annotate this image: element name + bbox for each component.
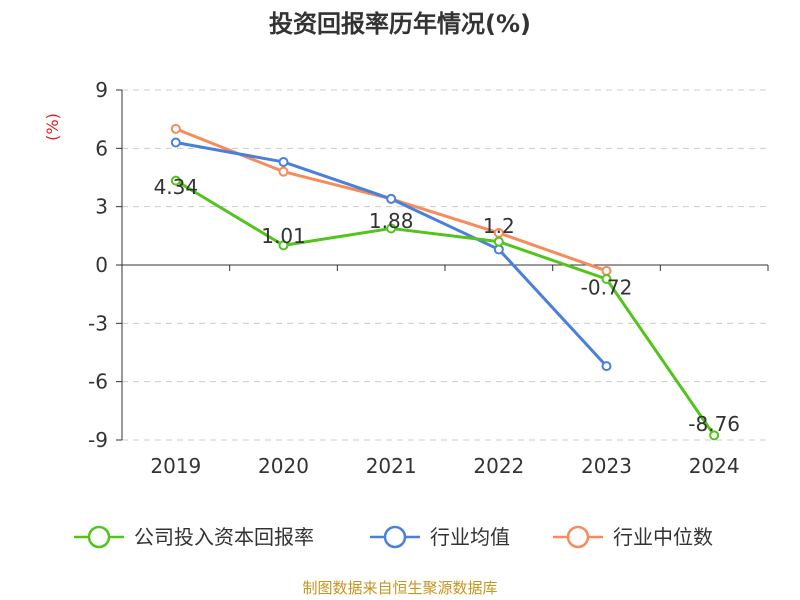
y-tick-label: -9 bbox=[88, 428, 108, 452]
data-point-series-1 bbox=[601, 361, 612, 372]
series-line-0 bbox=[175, 179, 716, 437]
y-tick-label: 3 bbox=[95, 195, 108, 219]
data-label: 1.2 bbox=[483, 214, 515, 238]
data-point-series-0 bbox=[493, 236, 504, 247]
axes: 9 6 3 0 -3 -6 -9 2019 2020 2021 2022 2023 2024 bbox=[88, 78, 769, 478]
data-label: 4.34 bbox=[154, 175, 199, 199]
data-label: 1.01 bbox=[261, 224, 306, 248]
x-tick-label: 2021 bbox=[366, 454, 417, 478]
data-point-series-0 bbox=[709, 430, 720, 441]
legend-item: 行业均值 bbox=[370, 525, 510, 549]
data-label: -0.72 bbox=[581, 276, 633, 300]
data-point-series-1 bbox=[170, 137, 181, 148]
data-point-series-2 bbox=[170, 123, 181, 134]
legend: 公司投入资本回报率 行业均值 行业中位数 bbox=[74, 525, 713, 549]
x-tick-label: 2024 bbox=[689, 454, 740, 478]
chart-title: 投资回报率历年情况(%) bbox=[269, 10, 531, 38]
series-lines bbox=[170, 123, 720, 441]
y-tick-label: 9 bbox=[95, 78, 108, 102]
y-tick-label: -3 bbox=[88, 311, 108, 335]
legend-marker-icon bbox=[566, 525, 590, 549]
legend-label: 行业中位数 bbox=[613, 525, 713, 549]
legend-label: 行业均值 bbox=[430, 525, 510, 549]
x-tick-label: 2023 bbox=[581, 454, 632, 478]
y-tick-label: 0 bbox=[95, 253, 108, 277]
source-note: 制图数据来自恒生聚源数据库 bbox=[302, 579, 497, 597]
y-tick-label: 6 bbox=[95, 136, 108, 160]
data-labels: 4.34 1.01 1.88 1.2 -0.72 -8.76 bbox=[154, 175, 740, 436]
data-point-series-1 bbox=[386, 193, 397, 204]
legend-marker-icon bbox=[383, 525, 407, 549]
data-point-series-1 bbox=[278, 156, 289, 167]
y-axis-unit-label: (%) bbox=[43, 113, 62, 141]
data-point-series-2 bbox=[278, 166, 289, 177]
x-tick-label: 2019 bbox=[150, 454, 201, 478]
data-point-series-0 bbox=[170, 175, 181, 186]
data-point-series-0 bbox=[386, 223, 397, 234]
data-point-series-0 bbox=[278, 240, 289, 251]
data-point-series-2 bbox=[601, 265, 612, 276]
gridlines bbox=[122, 89, 768, 441]
x-tick-label: 2022 bbox=[473, 454, 524, 478]
legend-marker-icon bbox=[87, 525, 111, 549]
y-tick-label: -6 bbox=[88, 370, 108, 394]
x-tick-label: 2020 bbox=[258, 454, 309, 478]
legend-label: 公司投入资本回报率 bbox=[134, 525, 314, 549]
data-point-series-0 bbox=[601, 274, 612, 284]
legend-item: 行业中位数 bbox=[553, 525, 713, 549]
series-line-1 bbox=[175, 141, 608, 368]
data-label: 1.88 bbox=[369, 209, 414, 233]
data-label: -8.76 bbox=[688, 412, 740, 436]
legend-item: 公司投入资本回报率 bbox=[74, 525, 314, 549]
